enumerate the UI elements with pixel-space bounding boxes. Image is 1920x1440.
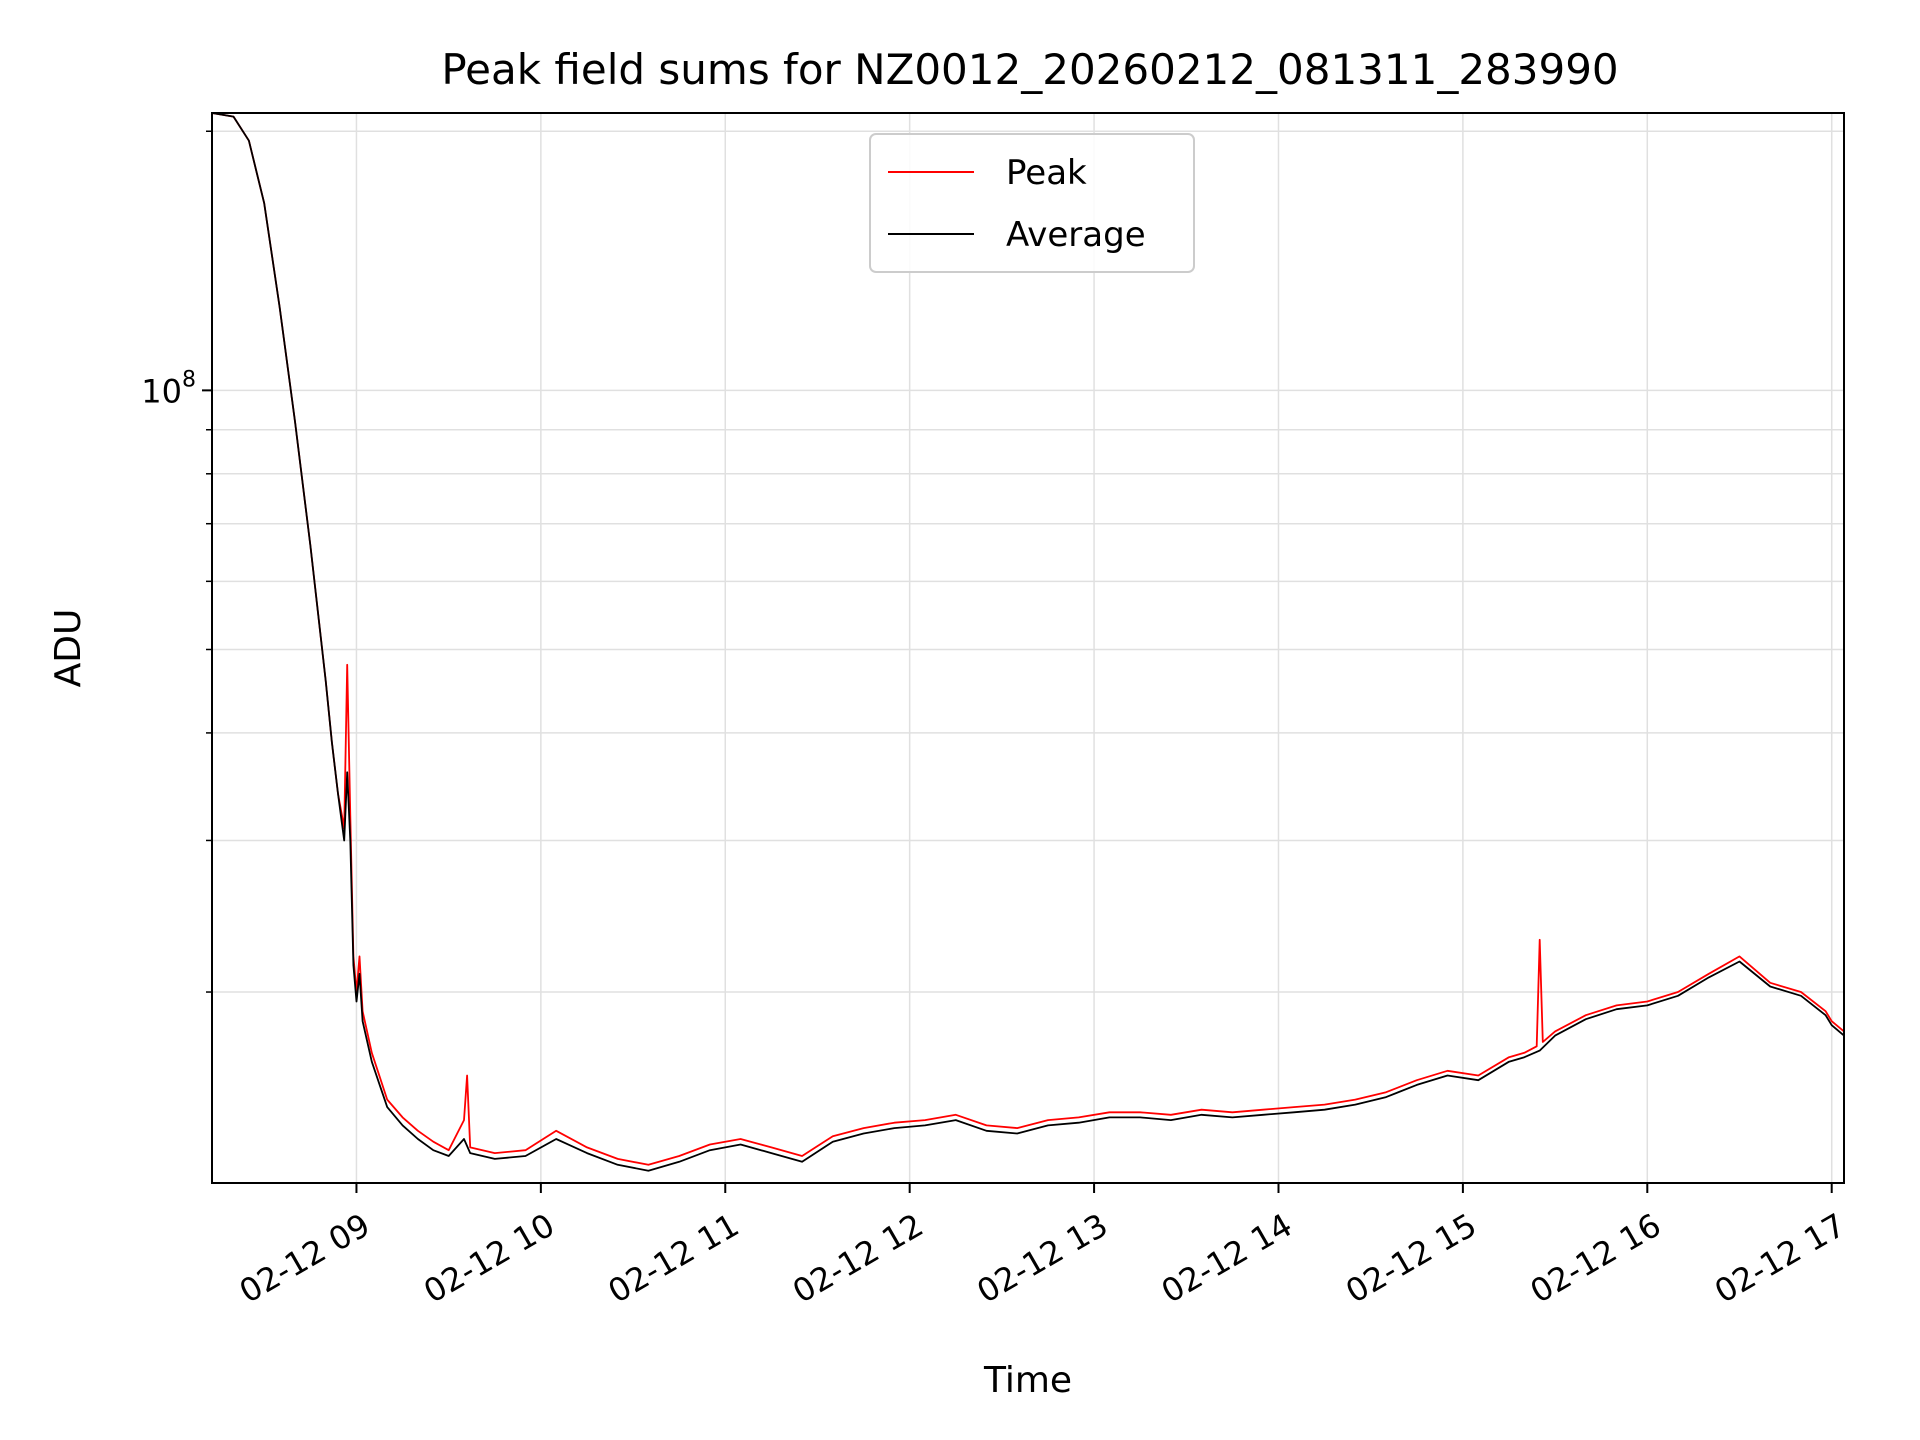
series-line-average [211, 112, 1845, 1172]
y-tick-label: 108 [141, 367, 196, 410]
legend-box [869, 133, 1195, 273]
series-layer [211, 112, 1845, 1172]
legend: Peak Average [869, 133, 1195, 273]
y-axis: 108 [141, 130, 212, 993]
x-axis-label: Time [983, 1360, 1072, 1401]
gridlines [212, 113, 1844, 1183]
plot-frame [211, 112, 1845, 1184]
legend-label: Peak [1006, 153, 1087, 193]
chart-title: Peak field sums for NZ0012_20260212_0813… [441, 45, 1618, 94]
legend-label: Average [1006, 215, 1146, 255]
y-axis-label: ADU [48, 609, 89, 688]
